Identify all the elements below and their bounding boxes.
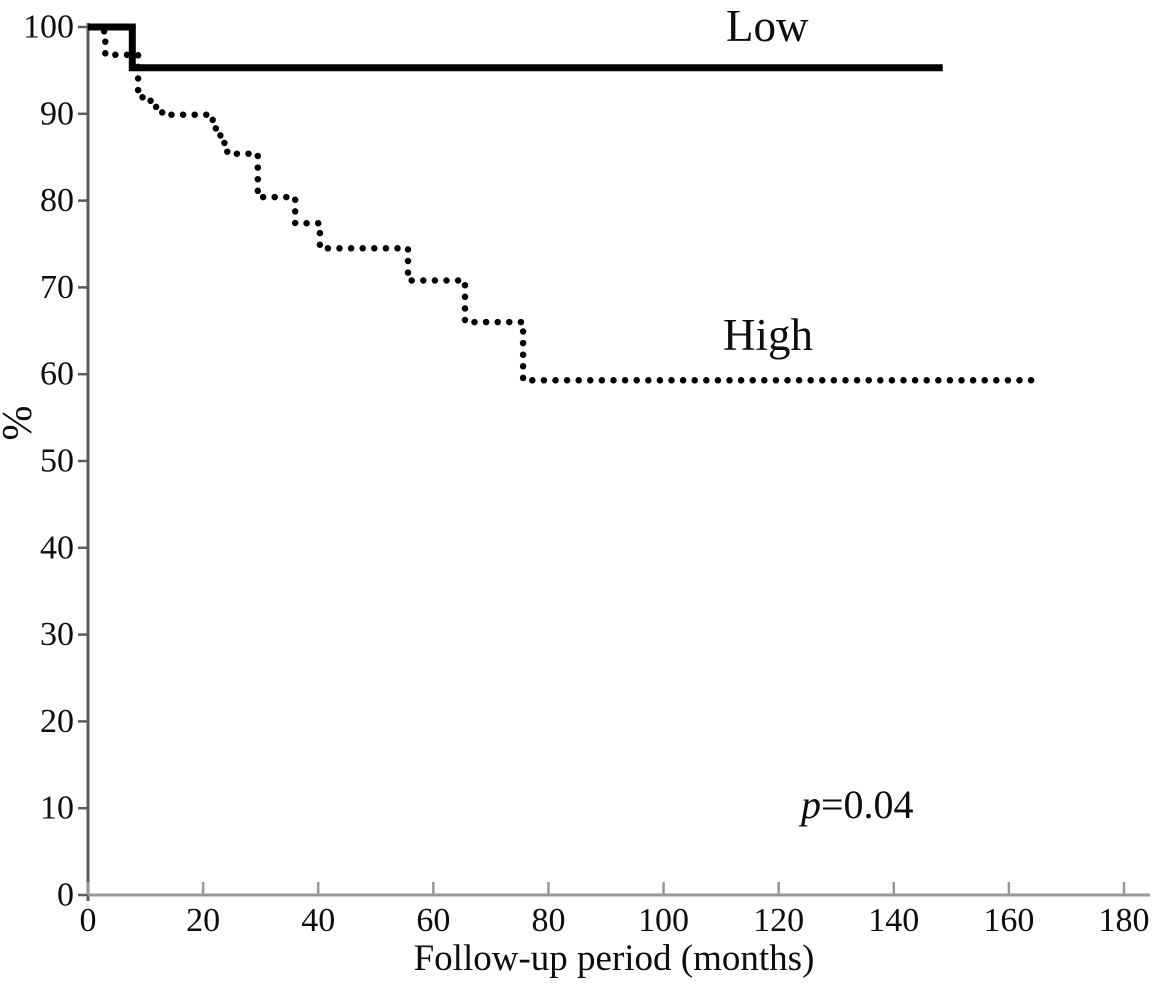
series-label-low: Low bbox=[726, 1, 809, 51]
y-tick-label: 10 bbox=[40, 790, 74, 827]
y-tick-label: 0 bbox=[57, 877, 74, 914]
x-tick-label: 40 bbox=[301, 902, 335, 939]
y-tick-label: 80 bbox=[40, 182, 74, 219]
p-value-text: =0.04 bbox=[821, 782, 914, 827]
x-tick-label: 140 bbox=[868, 902, 919, 939]
y-tick-label: 40 bbox=[40, 529, 74, 566]
x-axis-title: Follow-up period (months) bbox=[413, 938, 815, 979]
series-curve-high bbox=[100, 28, 1035, 384]
y-tick-label: 30 bbox=[40, 616, 74, 653]
y-tick-label: 90 bbox=[40, 95, 74, 132]
y-axis-title: % bbox=[0, 401, 41, 445]
y-tick-label: 100 bbox=[23, 9, 74, 46]
p-value-annotation: p=0.04 bbox=[801, 783, 914, 827]
x-tick-label: 0 bbox=[80, 902, 97, 939]
x-tick-label: 80 bbox=[531, 902, 565, 939]
series-curve-low bbox=[88, 23, 943, 72]
y-tick-label: 50 bbox=[40, 443, 74, 480]
y-tick-label: 70 bbox=[40, 269, 74, 306]
series-label-high: High bbox=[723, 310, 813, 360]
x-tick-label: 180 bbox=[1099, 902, 1150, 939]
x-tick-label: 20 bbox=[186, 902, 220, 939]
p-symbol: p bbox=[801, 782, 821, 827]
x-tick-label: 100 bbox=[638, 902, 689, 939]
y-tick-label: 20 bbox=[40, 703, 74, 740]
x-tick-label: 60 bbox=[416, 902, 450, 939]
x-tick-label: 160 bbox=[983, 902, 1034, 939]
y-tick-label: 60 bbox=[40, 356, 74, 393]
x-tick-label: 120 bbox=[753, 902, 804, 939]
